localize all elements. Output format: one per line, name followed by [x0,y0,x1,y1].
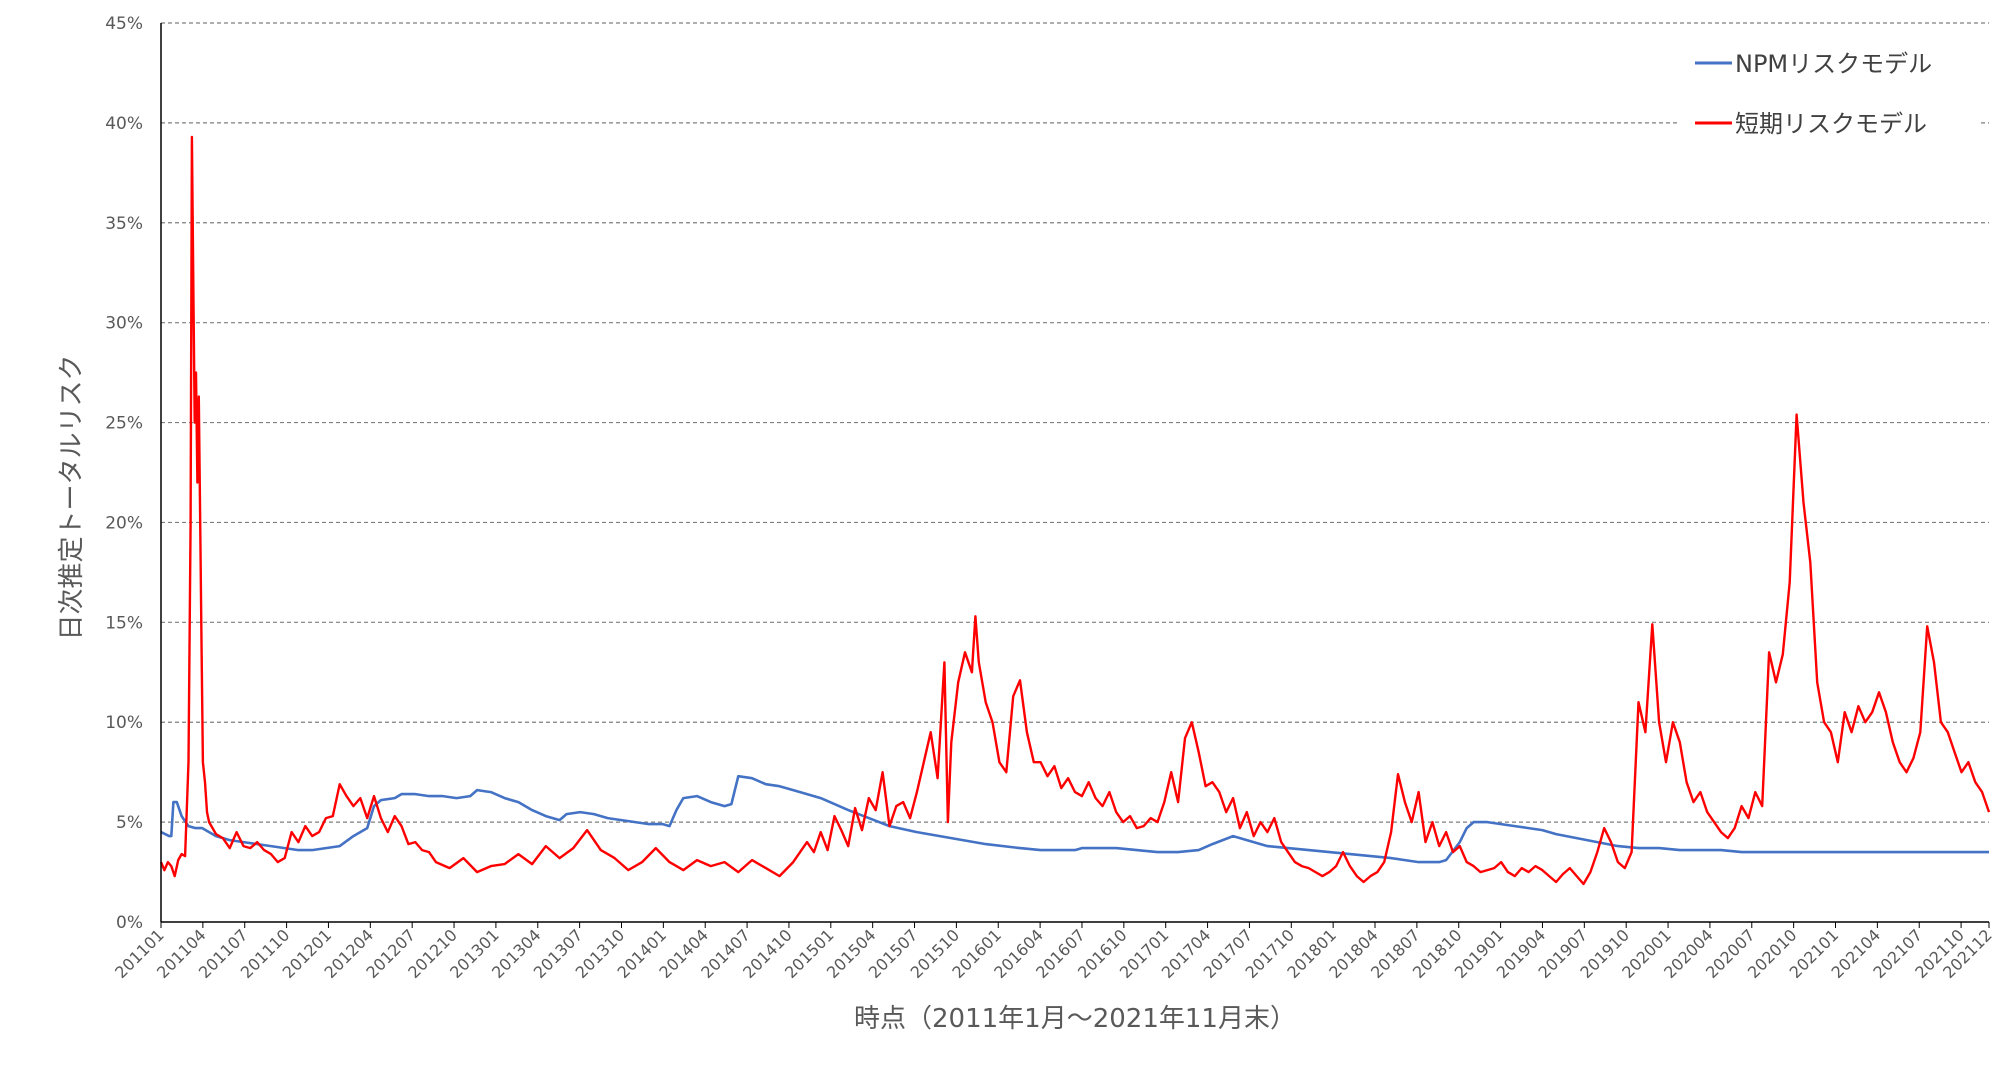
legend: NPMリスクモデル 短期リスクモデル [1680,40,1980,150]
y-tick-label: 10% [105,713,143,733]
y-tick-label: 0% [116,913,143,933]
x-axis-title: 時点（2011年1月～2021年11月末） [854,1004,1296,1034]
series-lines [159,135,1991,886]
x-axis-ticks: 2011012011042011072011102012012012042012… [111,922,1996,982]
y-tick-label: 5% [116,813,143,833]
series-line-short-term [159,135,1991,886]
legend-label-npm: NPMリスクモデル [1735,50,1932,78]
y-axis-ticks: 0% 5% 10% 15% 20% 25% 30% 35% 40% 45% [105,14,143,933]
y-tick-label: 20% [105,513,143,533]
y-tick-label: 30% [105,314,143,334]
legend-background [1680,40,1980,150]
y-tick-label: 35% [105,214,143,234]
y-tick-label: 40% [105,114,143,134]
gridlines [161,22,1989,823]
y-axis-title: 日次推定トータルリスク [57,354,87,640]
y-tick-label: 45% [105,14,143,34]
legend-label-short-term: 短期リスクモデル [1735,110,1927,138]
y-tick-label: 15% [105,613,143,633]
series-line-npm [160,774,1989,864]
y-tick-label: 25% [105,414,143,434]
